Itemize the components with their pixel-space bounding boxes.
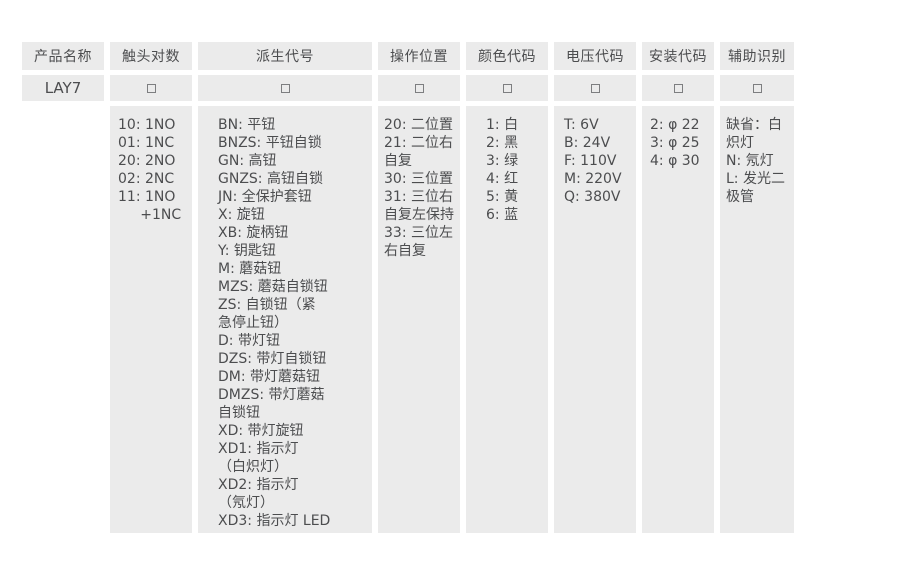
option-line: （氖灯） <box>218 495 274 511</box>
option-line: 1: 白 <box>486 117 519 133</box>
option-line: 急停止钮） <box>218 315 288 331</box>
option-line: M: 蘑菇钮 <box>218 261 282 277</box>
code-slot-operation-position <box>378 75 460 101</box>
option-line: D: 带灯钮 <box>218 333 280 349</box>
code-slot-voltage-code <box>554 75 636 101</box>
header-operation-position: 操作位置 <box>378 42 460 70</box>
option-line: Q: 380V <box>564 189 621 205</box>
option-line: XB: 旋柄钮 <box>218 225 289 241</box>
header-auxiliary-id: 辅助识别 <box>720 42 794 70</box>
option-line: 10: 1NO <box>118 117 176 133</box>
option-line: X: 旋钮 <box>218 207 265 223</box>
option-line: 11: 1NO <box>118 189 176 205</box>
option-line: XD3: 指示灯 LED <box>218 513 331 529</box>
option-line: BNZS: 平钮自锁 <box>218 135 322 151</box>
option-line: XD2: 指示灯 <box>218 477 299 493</box>
option-line: 缺省：白 <box>726 117 782 133</box>
product-code-spec-table: 产品名称 触头对数 派生代号 操作位置 颜色代码 电压代码 安装代码 辅助识别 … <box>22 42 794 533</box>
option-line: MZS: 蘑菇自锁钮 <box>218 279 328 295</box>
option-line: GN: 高钮 <box>218 153 277 169</box>
header-product-name: 产品名称 <box>22 42 104 70</box>
option-line: （白炽灯） <box>218 459 288 475</box>
option-line: B: 24V <box>564 135 611 151</box>
product-name-value: LAY7 <box>22 75 104 101</box>
option-line: Y: 钥匙钮 <box>218 243 276 259</box>
option-line: 自复左保持 <box>384 207 454 223</box>
option-line: L: 发光二 <box>726 171 785 187</box>
code-slot-derivative-code <box>198 75 372 101</box>
option-line: 31: 三位右 <box>384 189 453 205</box>
options-auxiliary-id: 缺省：白炽灯 N: 氖灯 L: 发光二 极管 <box>720 106 794 533</box>
code-box-icon <box>414 83 424 93</box>
code-slot-auxiliary-id <box>720 75 794 101</box>
option-line: 2: φ 22 <box>650 117 700 133</box>
option-line: 右自复 <box>384 243 426 259</box>
option-line: DZS: 带灯自锁钮 <box>218 351 327 367</box>
code-slot-color-code <box>466 75 548 101</box>
option-line: 01: 1NC <box>118 135 175 151</box>
option-line: 21: 二位右 <box>384 135 453 151</box>
code-box-icon <box>673 83 683 93</box>
option-line: +1NC <box>118 207 182 223</box>
option-line: JN: 全保护套钮 <box>218 189 312 205</box>
option-line: 炽灯 <box>726 135 754 151</box>
option-line: XD: 带灯旋钮 <box>218 423 304 439</box>
option-line: 极管 <box>726 189 754 205</box>
code-box-icon <box>502 83 512 93</box>
option-line: 自锁钮 <box>218 405 260 421</box>
option-line: N: 氖灯 <box>726 153 774 169</box>
header-contact-pairs: 触头对数 <box>110 42 192 70</box>
empty-cell <box>22 106 104 533</box>
option-line: GNZS: 高钮自锁 <box>218 171 323 187</box>
option-line: BN: 平钮 <box>218 117 276 133</box>
options-contact-pairs: 10: 1NO 01: 1NC 20: 2NO 02: 2NC 11: 1NO +1NC <box>110 106 192 533</box>
option-line: DM: 带灯蘑菇钮 <box>218 369 321 385</box>
option-line: 02: 2NC <box>118 171 175 187</box>
option-line: 20: 2NO <box>118 153 176 169</box>
options-derivative-code: BN: 平钮 BNZS: 平钮自锁 GN: 高钮 GNZS: 高钮自锁 JN: 全保护套… <box>198 106 372 533</box>
option-line: 4: φ 30 <box>650 153 700 169</box>
option-line: 3: φ 25 <box>650 135 700 151</box>
option-line: M: 220V <box>564 171 622 187</box>
option-line: 30: 三位置 <box>384 171 453 187</box>
option-line: 2: 黑 <box>486 135 519 151</box>
code-slot-mounting-code <box>642 75 714 101</box>
code-slot-contact-pairs <box>110 75 192 101</box>
code-box-icon <box>280 83 290 93</box>
code-box-icon <box>146 83 156 93</box>
option-line: 3: 绿 <box>486 153 519 169</box>
option-line: 6: 蓝 <box>486 207 519 223</box>
header-derivative-code: 派生代号 <box>198 42 372 70</box>
option-line: 33: 三位左 <box>384 225 453 241</box>
code-box-icon <box>590 83 600 93</box>
option-line: 4: 红 <box>486 171 519 187</box>
header-mounting-code: 安装代码 <box>642 42 714 70</box>
header-color-code: 颜色代码 <box>466 42 548 70</box>
code-box-icon <box>752 83 762 93</box>
option-line: T: 6V <box>564 117 599 133</box>
options-mounting-code: 2: φ 22 3: φ 25 4: φ 30 <box>642 106 714 533</box>
option-line: XD1: 指示灯 <box>218 441 299 457</box>
option-line: ZS: 自锁钮（紧 <box>218 297 316 313</box>
option-line: F: 110V <box>564 153 617 169</box>
option-line: 自复 <box>384 153 412 169</box>
options-color-code: 1: 白 2: 黑 3: 绿 4: 红 5: 黄 6: 蓝 <box>466 106 548 533</box>
option-line: 20: 二位置 <box>384 117 453 133</box>
header-voltage-code: 电压代码 <box>554 42 636 70</box>
options-operation-position: 20: 二位置 21: 二位右 自复 30: 三位置 31: 三位右 自复左保持 33: 三… <box>378 106 460 533</box>
option-line: 5: 黄 <box>486 189 519 205</box>
options-voltage-code: T: 6V B: 24V F: 110V M: 220V Q: 380V <box>554 106 636 533</box>
option-line: DMZS: 带灯蘑菇 <box>218 387 325 403</box>
